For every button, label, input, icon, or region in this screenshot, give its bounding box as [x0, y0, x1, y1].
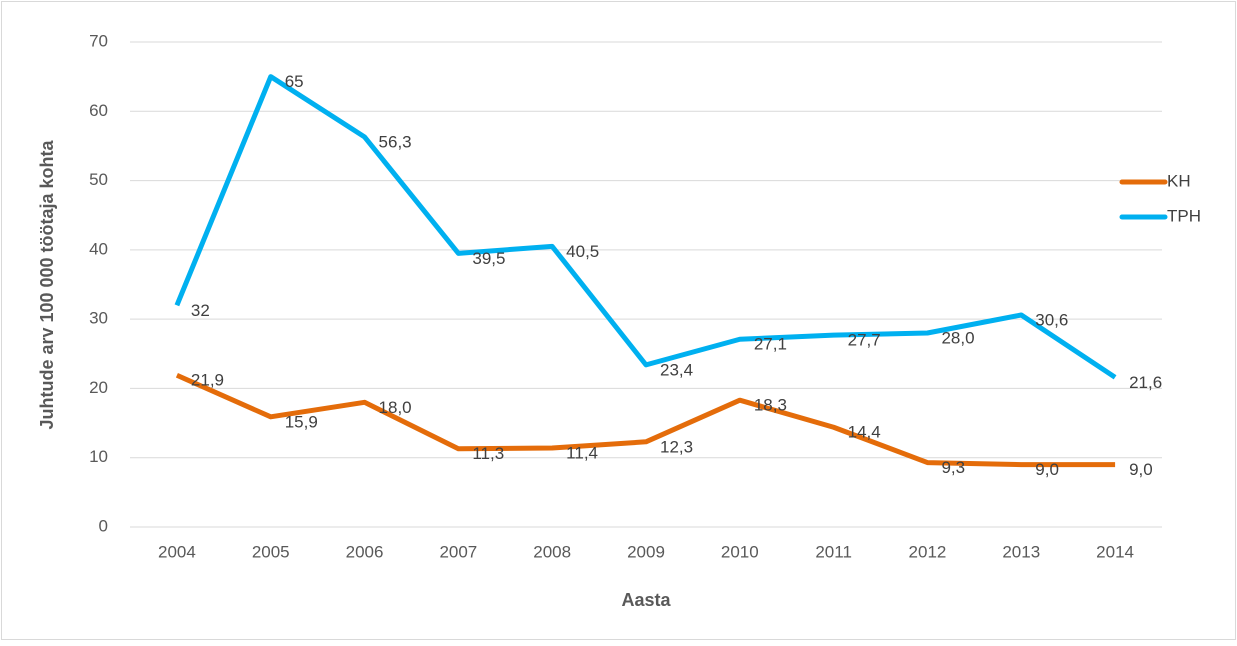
- data-label: 27,7: [848, 331, 881, 350]
- x-tick-label: 2013: [1002, 542, 1040, 561]
- legend-label: KH: [1167, 171, 1191, 190]
- data-label: 28,0: [941, 328, 974, 347]
- y-tick-label: 30: [89, 309, 108, 328]
- data-label: 9,0: [1035, 460, 1059, 479]
- x-tick-label: 2008: [533, 542, 571, 561]
- data-label: 27,1: [754, 335, 787, 354]
- data-label: 65: [285, 72, 304, 91]
- x-axis-title: Aasta: [621, 590, 671, 610]
- data-label: 40,5: [566, 242, 599, 261]
- series-line: [175, 372, 1116, 468]
- x-tick-label: 2010: [721, 542, 759, 561]
- data-label: 18,3: [754, 396, 787, 415]
- y-tick-label: 70: [89, 31, 108, 50]
- data-label: 56,3: [379, 132, 412, 151]
- data-label: 9,0: [1129, 460, 1153, 479]
- y-tick-label: 0: [99, 516, 108, 535]
- y-tick-label: 40: [89, 239, 108, 258]
- data-label: 21,9: [191, 371, 224, 390]
- data-label: 21,6: [1129, 373, 1162, 392]
- x-tick-label: 2007: [439, 542, 477, 561]
- y-tick-label: 10: [89, 447, 108, 466]
- data-label: 23,4: [660, 360, 693, 379]
- y-axis-title: Juhtude arv 100 000 töötaja kohta: [37, 139, 57, 429]
- x-tick-label: 2009: [627, 542, 665, 561]
- y-tick-label: 60: [89, 101, 108, 120]
- data-label: 12,3: [660, 437, 693, 456]
- y-tick-label: 50: [89, 170, 108, 189]
- data-label: 39,5: [472, 249, 505, 268]
- data-label: 30,6: [1035, 310, 1068, 329]
- data-label: 15,9: [285, 412, 318, 431]
- series-line: [174, 74, 1117, 380]
- legend-label: TPH: [1167, 206, 1201, 225]
- data-label: 11,3: [472, 444, 504, 463]
- x-tick-label: 2014: [1096, 542, 1134, 561]
- data-label: 18,0: [379, 398, 412, 417]
- data-label: 11,4: [566, 443, 598, 462]
- y-tick-label: 20: [89, 378, 108, 397]
- x-tick-label: 2005: [252, 542, 290, 561]
- x-tick-label: 2011: [815, 542, 852, 561]
- x-tick-label: 2004: [158, 542, 196, 561]
- x-tick-label: 2012: [909, 542, 947, 561]
- data-label: 14,4: [848, 423, 881, 442]
- data-label: 9,3: [941, 458, 965, 477]
- data-label: 32: [191, 301, 210, 320]
- x-tick-label: 2006: [346, 542, 384, 561]
